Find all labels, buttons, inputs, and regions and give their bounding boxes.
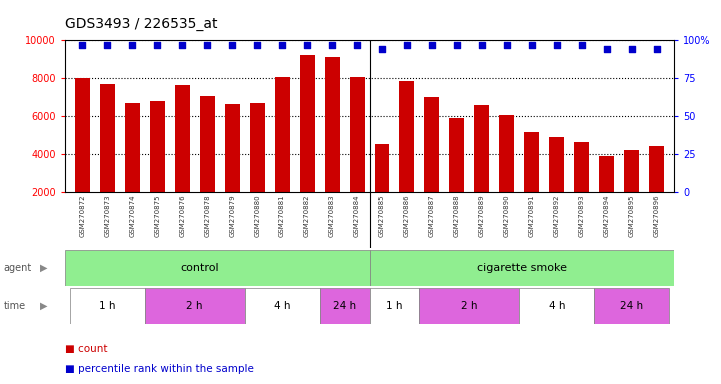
Point: [226, 42, 238, 48]
Text: 1 h: 1 h: [386, 301, 403, 311]
Text: 4 h: 4 h: [274, 301, 291, 311]
Text: 2 h: 2 h: [461, 301, 477, 311]
Text: GSM270883: GSM270883: [329, 195, 335, 237]
Bar: [99, 84, 115, 192]
Point: [601, 46, 612, 53]
Bar: [324, 57, 340, 192]
Bar: [65, 250, 369, 286]
Text: GDS3493 / 226535_at: GDS3493 / 226535_at: [65, 17, 218, 31]
Bar: [300, 56, 314, 192]
Bar: [369, 250, 674, 286]
Text: cigarette smoke: cigarette smoke: [477, 263, 567, 273]
Point: [151, 42, 163, 48]
Point: [451, 42, 463, 48]
Point: [501, 42, 513, 48]
Bar: [174, 85, 190, 192]
Text: time: time: [4, 301, 26, 311]
Text: ▶: ▶: [40, 301, 47, 311]
Text: GSM270885: GSM270885: [379, 195, 385, 237]
Point: [276, 42, 288, 48]
Bar: [350, 77, 365, 192]
Bar: [519, 288, 594, 324]
Point: [401, 42, 412, 48]
Text: GSM270880: GSM270880: [254, 195, 260, 237]
Bar: [249, 103, 265, 192]
Text: GSM270895: GSM270895: [629, 195, 634, 237]
Bar: [599, 156, 614, 192]
Point: [76, 42, 88, 48]
Bar: [150, 101, 165, 192]
Bar: [319, 288, 370, 324]
Point: [102, 42, 113, 48]
Point: [376, 46, 388, 53]
Point: [576, 42, 588, 48]
Bar: [125, 103, 140, 192]
Text: agent: agent: [4, 263, 32, 273]
Text: GSM270874: GSM270874: [129, 195, 136, 237]
Bar: [275, 77, 290, 192]
Text: GSM270878: GSM270878: [204, 195, 211, 237]
Bar: [420, 288, 519, 324]
Text: 4 h: 4 h: [549, 301, 565, 311]
Text: GSM270887: GSM270887: [429, 195, 435, 237]
Text: 1 h: 1 h: [99, 301, 115, 311]
Text: GSM270888: GSM270888: [454, 195, 460, 237]
Bar: [369, 288, 420, 324]
Point: [551, 42, 562, 48]
Text: GSM270876: GSM270876: [180, 195, 185, 237]
Text: 24 h: 24 h: [333, 301, 356, 311]
Text: GSM270891: GSM270891: [528, 195, 535, 237]
Bar: [145, 288, 244, 324]
Text: GSM270889: GSM270889: [479, 195, 485, 237]
Text: control: control: [180, 263, 219, 273]
Point: [127, 42, 138, 48]
Bar: [549, 137, 565, 192]
Text: GSM270886: GSM270886: [404, 195, 410, 237]
Text: GSM270890: GSM270890: [504, 195, 510, 237]
Point: [526, 42, 538, 48]
Text: ■ percentile rank within the sample: ■ percentile rank within the sample: [65, 364, 254, 374]
Point: [301, 42, 313, 48]
Text: GSM270879: GSM270879: [229, 195, 235, 237]
Text: GSM270896: GSM270896: [654, 195, 660, 237]
Text: GSM270893: GSM270893: [579, 195, 585, 237]
Text: GSM270875: GSM270875: [154, 195, 160, 237]
Text: ▶: ▶: [40, 263, 47, 273]
Bar: [594, 288, 669, 324]
Text: GSM270872: GSM270872: [79, 195, 85, 237]
Bar: [474, 105, 490, 192]
Text: GSM270882: GSM270882: [304, 195, 310, 237]
Bar: [200, 96, 215, 192]
Text: 24 h: 24 h: [620, 301, 643, 311]
Point: [252, 42, 263, 48]
Text: 2 h: 2 h: [187, 301, 203, 311]
Bar: [624, 150, 640, 192]
Point: [351, 42, 363, 48]
Bar: [244, 288, 319, 324]
Bar: [574, 142, 589, 192]
Point: [327, 42, 338, 48]
Text: GSM270881: GSM270881: [279, 195, 285, 237]
Bar: [649, 146, 664, 192]
Text: ■ count: ■ count: [65, 344, 107, 354]
Bar: [399, 81, 415, 192]
Point: [651, 46, 663, 53]
Text: GSM270894: GSM270894: [603, 195, 610, 237]
Bar: [500, 115, 514, 192]
Point: [426, 42, 438, 48]
Text: GSM270884: GSM270884: [354, 195, 360, 237]
Bar: [425, 97, 439, 192]
Bar: [225, 104, 239, 192]
Point: [626, 46, 637, 53]
Point: [476, 42, 487, 48]
Bar: [449, 118, 464, 192]
Point: [177, 42, 188, 48]
Bar: [70, 288, 145, 324]
Point: [201, 42, 213, 48]
Text: GSM270873: GSM270873: [105, 195, 110, 237]
Bar: [374, 144, 389, 192]
Bar: [75, 78, 90, 192]
Bar: [524, 132, 539, 192]
Text: GSM270892: GSM270892: [554, 195, 559, 237]
